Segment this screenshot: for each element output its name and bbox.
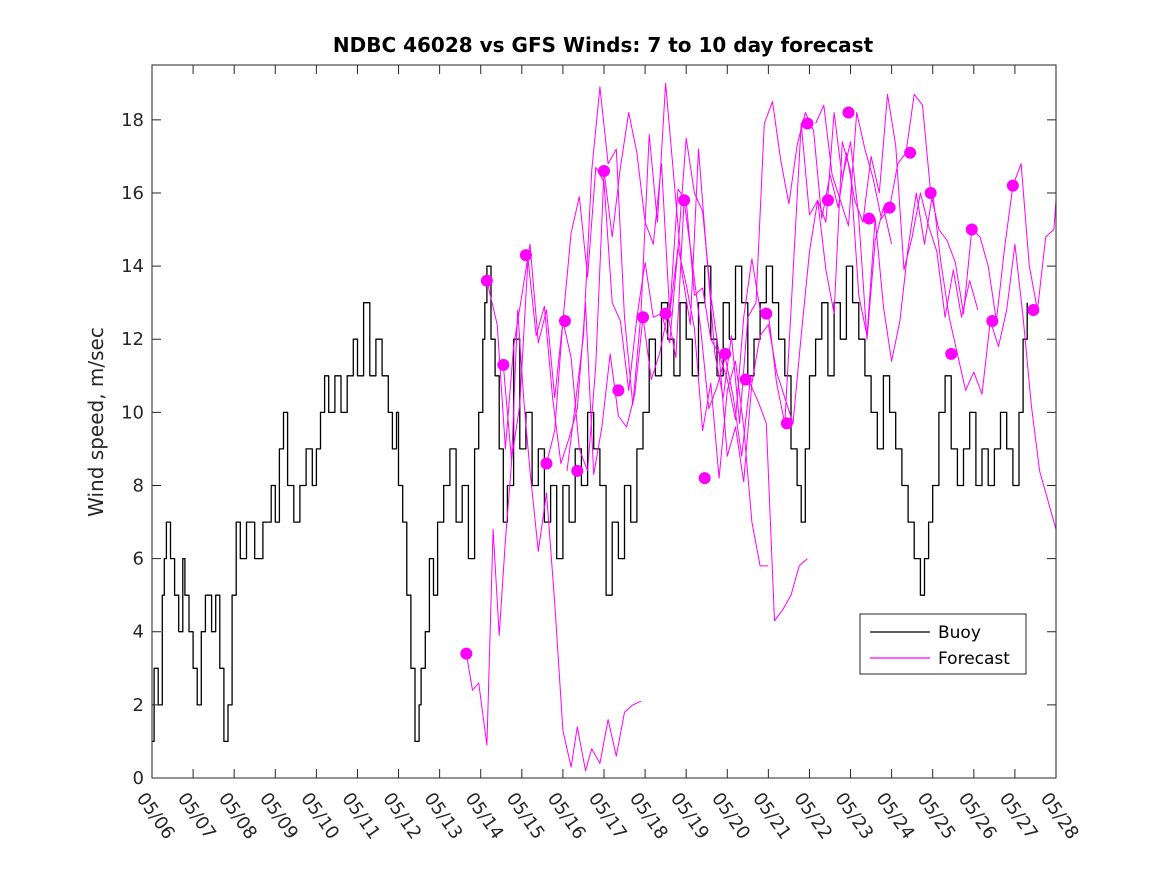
forecast-series-line-7 — [815, 93, 1056, 322]
legend-label-buoy: Buoy — [938, 623, 981, 643]
forecast-series-line-1 — [465, 309, 642, 772]
forecast-marker — [678, 194, 691, 207]
y-tick-label: 4 — [133, 622, 144, 643]
forecast-marker — [497, 358, 510, 371]
forecast-marker — [986, 314, 999, 327]
y-tick-label: 6 — [133, 549, 144, 570]
forecast-marker — [698, 472, 711, 485]
forecast-marker — [558, 314, 571, 327]
forecast-marker — [598, 165, 610, 178]
forecast-marker — [659, 307, 672, 320]
forecast-marker — [863, 212, 876, 225]
legend: Buoy Forecast — [859, 613, 1027, 675]
forecast-marker — [945, 347, 958, 360]
forecast-marker — [924, 186, 937, 199]
forecast-marker — [780, 417, 793, 430]
y-tick-label: 18 — [121, 110, 144, 131]
forecast-marker — [842, 106, 855, 119]
forecast-marker — [1006, 179, 1019, 192]
chart-title: NDBC 46028 vs GFS Winds: 7 to 10 day for… — [333, 33, 874, 57]
series-group — [152, 82, 1056, 772]
forecast-marker — [883, 201, 896, 214]
forecast-series-line-5 — [566, 82, 979, 471]
forecast-marker — [519, 249, 532, 262]
forecast-marker — [571, 464, 584, 477]
forecast-series-line-3 — [502, 199, 808, 622]
forecast-marker — [821, 194, 834, 207]
forecast-marker — [612, 384, 625, 397]
forecast-marker — [637, 311, 650, 324]
y-tick-label: 0 — [133, 768, 144, 789]
forecast-marker — [460, 647, 473, 660]
forecast-marker — [480, 274, 493, 287]
forecast-marker — [965, 223, 978, 236]
y-tick-label: 12 — [121, 329, 144, 350]
y-tick-label: 8 — [133, 475, 144, 496]
legend-box — [859, 613, 1027, 675]
forecast-marker — [719, 347, 732, 360]
forecast-marker — [739, 373, 752, 386]
legend-label-forecast: Forecast — [938, 649, 1010, 669]
forecast-markers — [460, 106, 1040, 660]
buoy-series-line — [152, 265, 1028, 743]
forecast-marker — [540, 457, 553, 470]
forecast-marker — [801, 117, 814, 130]
y-tick-label: 10 — [121, 402, 144, 423]
forecast-series-line-2 — [486, 112, 769, 567]
forecast-marker — [904, 146, 917, 159]
y-tick-label: 2 — [133, 695, 144, 716]
forecast-marker — [760, 307, 773, 320]
forecast-marker — [1027, 303, 1040, 316]
plot-area — [152, 82, 1056, 772]
y-tick-label: 16 — [121, 183, 144, 204]
y-tick-label: 14 — [121, 256, 144, 277]
y-axis-label: Wind speed, m/sec — [84, 327, 108, 517]
